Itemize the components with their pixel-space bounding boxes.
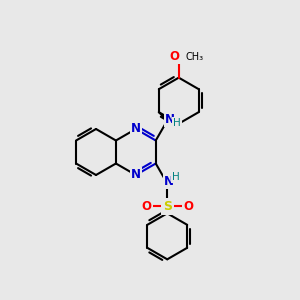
Text: O: O: [183, 200, 193, 213]
Text: N: N: [131, 169, 141, 182]
Text: H: H: [173, 118, 181, 128]
Text: S: S: [163, 200, 172, 213]
Text: O: O: [170, 50, 180, 63]
Text: O: O: [142, 200, 152, 213]
Text: H: H: [172, 172, 180, 182]
Text: N: N: [131, 122, 141, 136]
Text: N: N: [164, 175, 174, 188]
Text: CH₃: CH₃: [186, 52, 204, 61]
Text: N: N: [165, 113, 175, 126]
